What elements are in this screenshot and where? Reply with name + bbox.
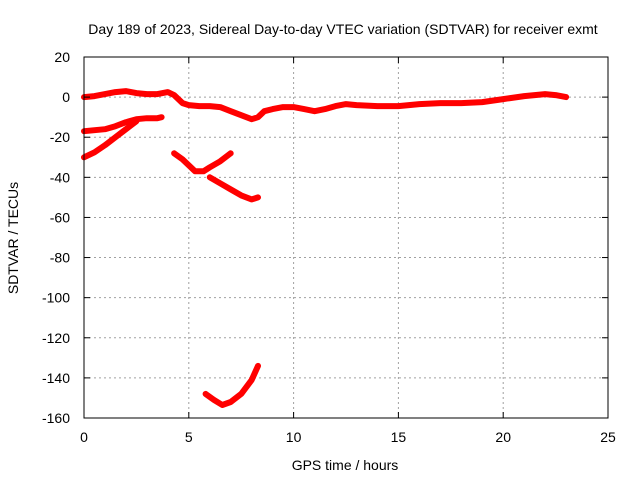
data-point bbox=[228, 109, 233, 114]
data-point bbox=[186, 163, 191, 168]
x-axis-label: GPS time / hours bbox=[292, 457, 399, 473]
data-point bbox=[542, 91, 548, 97]
data-point bbox=[255, 195, 261, 200]
y-tick-label: -140 bbox=[42, 370, 70, 386]
data-point bbox=[322, 106, 328, 112]
data-point bbox=[144, 91, 150, 97]
data-point bbox=[102, 91, 108, 97]
series-line bbox=[81, 88, 570, 123]
data-point bbox=[228, 187, 233, 192]
data-point bbox=[134, 119, 139, 124]
data-point bbox=[207, 165, 212, 170]
data-point bbox=[171, 92, 177, 98]
data-point bbox=[375, 103, 380, 109]
data-point bbox=[123, 120, 129, 125]
y-tick-label: -60 bbox=[50, 209, 70, 225]
y-tick-label: -20 bbox=[50, 129, 70, 145]
data-point bbox=[280, 104, 286, 110]
data-point bbox=[207, 175, 212, 180]
data-point bbox=[459, 100, 464, 106]
data-point bbox=[180, 100, 185, 106]
data-point bbox=[159, 115, 164, 120]
data-point bbox=[255, 363, 261, 369]
data-point bbox=[270, 106, 275, 112]
data-point bbox=[333, 103, 338, 109]
data-series bbox=[81, 88, 570, 408]
axis-ticks: 0 5 10 15 20 25 20 0 -20 -40 -60 -80 -100 -120 -140 -16… bbox=[42, 49, 616, 445]
x-tick-label: 5 bbox=[185, 429, 193, 445]
data-point bbox=[255, 115, 261, 120]
x-tick-label: 25 bbox=[600, 429, 616, 445]
y-axis-label: SDTVAR / TECUs bbox=[5, 182, 21, 294]
data-point bbox=[563, 94, 569, 100]
data-point bbox=[197, 103, 202, 109]
data-point bbox=[102, 143, 108, 148]
data-point bbox=[92, 93, 97, 99]
y-tick-label: -80 bbox=[50, 250, 70, 266]
data-point bbox=[165, 89, 170, 95]
data-point bbox=[239, 391, 244, 397]
data-point bbox=[134, 90, 139, 96]
data-point bbox=[301, 106, 307, 112]
data-point bbox=[312, 109, 317, 114]
data-point bbox=[92, 128, 97, 133]
data-point bbox=[354, 102, 359, 108]
y-tick-label: -100 bbox=[42, 290, 70, 306]
data-point bbox=[249, 117, 254, 122]
data-point bbox=[228, 151, 233, 156]
y-tick-label: -120 bbox=[42, 330, 70, 346]
data-point bbox=[417, 101, 422, 107]
data-point bbox=[218, 159, 223, 164]
data-point bbox=[522, 93, 527, 99]
data-point bbox=[218, 104, 223, 110]
data-point bbox=[220, 402, 225, 408]
data-point bbox=[123, 127, 129, 132]
data-point bbox=[239, 193, 244, 198]
data-point bbox=[155, 91, 160, 97]
data-point bbox=[123, 88, 129, 94]
data-point bbox=[291, 104, 296, 110]
data-point bbox=[113, 89, 118, 95]
data-point bbox=[113, 124, 118, 129]
data-point bbox=[249, 197, 254, 202]
data-point bbox=[102, 127, 108, 132]
y-tick-label: -160 bbox=[42, 410, 70, 426]
data-point bbox=[262, 109, 267, 114]
x-tick-label: 20 bbox=[495, 429, 511, 445]
x-tick-label: 15 bbox=[391, 429, 407, 445]
chart-title: Day 189 of 2023, Sidereal Day-to-day VTE… bbox=[88, 21, 597, 37]
data-point bbox=[343, 101, 349, 107]
data-point bbox=[249, 377, 254, 383]
data-point bbox=[396, 103, 401, 109]
data-point bbox=[113, 135, 118, 140]
data-point bbox=[438, 100, 443, 106]
data-point bbox=[480, 99, 485, 105]
data-point bbox=[211, 397, 217, 403]
data-point bbox=[207, 103, 212, 109]
data-point bbox=[201, 169, 206, 174]
data-point bbox=[553, 92, 558, 98]
data-point bbox=[186, 102, 191, 108]
data-point bbox=[155, 116, 160, 121]
data-point bbox=[218, 181, 223, 186]
data-point bbox=[192, 169, 198, 174]
data-point bbox=[203, 391, 208, 397]
data-point bbox=[239, 113, 244, 118]
y-tick-label: 0 bbox=[62, 89, 70, 105]
data-point bbox=[171, 151, 177, 156]
data-point bbox=[501, 96, 506, 102]
data-point bbox=[144, 116, 150, 121]
plot-frame bbox=[83, 56, 609, 419]
data-point bbox=[92, 150, 97, 155]
x-tick-label: 0 bbox=[80, 429, 88, 445]
y-tick-label: -40 bbox=[50, 169, 70, 185]
data-point bbox=[180, 157, 185, 162]
data-point bbox=[228, 399, 233, 405]
x-tick-label: 10 bbox=[286, 429, 302, 445]
y-tick-label: 20 bbox=[54, 49, 70, 65]
